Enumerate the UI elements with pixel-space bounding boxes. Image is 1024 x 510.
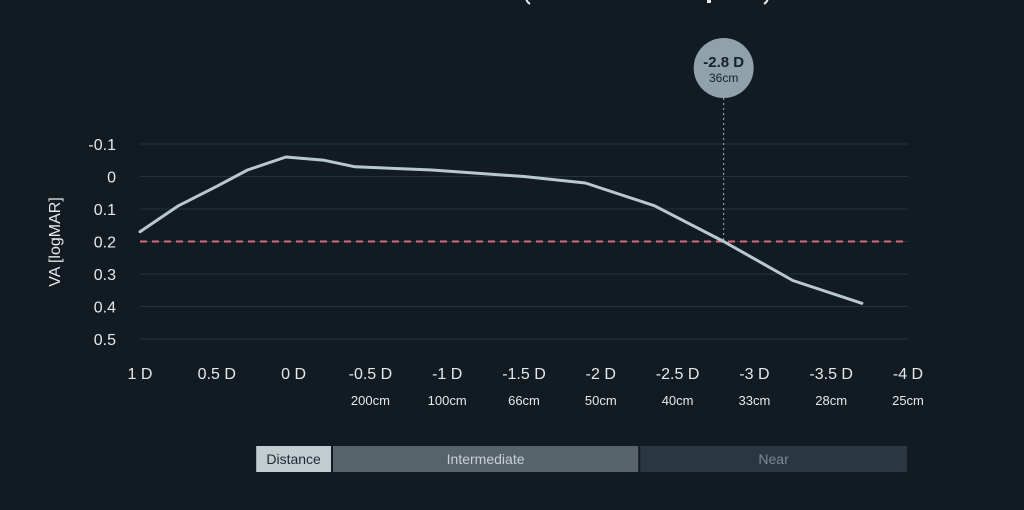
range-segment-label: Near <box>758 451 789 467</box>
x-tick-label: -0.5 D <box>349 366 393 383</box>
range-segment-intermediate: Intermediate <box>333 446 638 472</box>
y-axis-label: VA [logMAR] <box>47 197 64 287</box>
x-tick-label: -3.5 D <box>809 366 853 383</box>
x-distance-label: 200cm <box>351 393 390 408</box>
x-distance-label: 25cm <box>892 393 924 408</box>
x-axis: 1 D 0.5 D 0 D -0.5 D 200cm -1 D 100cm -1.5 D 66c… <box>128 366 924 408</box>
x-tick-label: -2 D <box>586 366 616 383</box>
range-segment-near: Near <box>640 446 907 472</box>
range-segment-distance: Distance <box>256 446 331 472</box>
y-axis: -0.1 0 0.1 0.2 0.3 0.4 0.5 VA [logMAR] <box>47 137 116 349</box>
x-tick-label: -3 D <box>739 366 769 383</box>
range-segment-label: Distance <box>266 451 321 467</box>
y-tick-label: 0.4 <box>94 300 116 317</box>
y-tick-label: 0.1 <box>94 202 116 219</box>
y-tick-label: 0 <box>107 170 116 187</box>
x-distance-label: 28cm <box>815 393 847 408</box>
y-tick-label: 0.5 <box>94 332 116 349</box>
x-tick-label: 1 D <box>128 366 153 383</box>
x-tick-label: -2.5 D <box>656 366 700 383</box>
marker-value-label: -2.8 D <box>703 54 744 71</box>
x-distance-label: 100cm <box>428 393 467 408</box>
x-distance-label: 40cm <box>662 393 694 408</box>
x-tick-label: -1.5 D <box>502 366 546 383</box>
clipped-title-fragment <box>526 0 767 4</box>
series-group <box>140 157 862 303</box>
range-bar: Distance Intermediate Near <box>256 446 907 472</box>
y-tick-label: -0.1 <box>88 137 116 154</box>
x-tick-label: -4 D <box>893 366 923 383</box>
y-tick-label: 0.3 <box>94 267 116 284</box>
range-segment-label: Intermediate <box>447 451 525 467</box>
x-tick-label: 0 D <box>281 366 306 383</box>
y-tick-label: 0.2 <box>94 235 116 252</box>
x-distance-label: 66cm <box>508 393 540 408</box>
x-tick-label: 0.5 D <box>198 366 236 383</box>
x-distance-label: 50cm <box>585 393 617 408</box>
x-tick-label: -1 D <box>432 366 462 383</box>
marker-distance-label: 36cm <box>709 71 738 85</box>
series-line <box>140 157 862 303</box>
x-distance-label: 33cm <box>739 393 771 408</box>
